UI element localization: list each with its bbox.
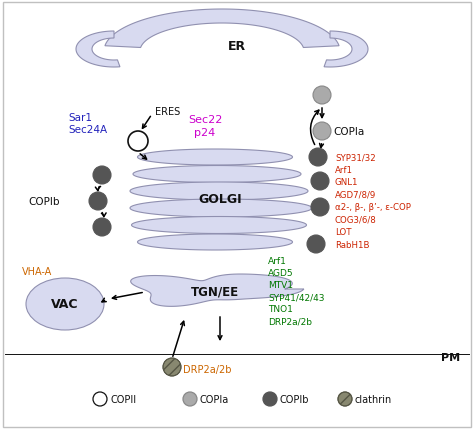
Circle shape bbox=[163, 358, 181, 376]
Circle shape bbox=[263, 392, 277, 406]
Text: COPII: COPII bbox=[110, 394, 136, 404]
Polygon shape bbox=[131, 217, 307, 234]
Text: SYP41/42/43: SYP41/42/43 bbox=[268, 293, 325, 302]
Circle shape bbox=[89, 193, 107, 211]
Polygon shape bbox=[131, 274, 304, 307]
Text: TNO1: TNO1 bbox=[268, 305, 293, 314]
Circle shape bbox=[93, 166, 111, 184]
Circle shape bbox=[311, 199, 329, 216]
Text: GOLGI: GOLGI bbox=[198, 193, 242, 206]
Circle shape bbox=[307, 236, 325, 253]
Circle shape bbox=[93, 392, 107, 406]
Text: RabH1B: RabH1B bbox=[335, 240, 370, 249]
Polygon shape bbox=[105, 10, 339, 49]
Circle shape bbox=[93, 218, 111, 236]
Ellipse shape bbox=[26, 278, 104, 330]
Circle shape bbox=[183, 392, 197, 406]
Text: Sar1: Sar1 bbox=[68, 113, 92, 123]
Circle shape bbox=[338, 392, 352, 406]
Text: Sec24A: Sec24A bbox=[68, 125, 107, 135]
Text: DRP2a/2b: DRP2a/2b bbox=[183, 364, 231, 374]
Text: MTV1: MTV1 bbox=[268, 281, 293, 290]
Polygon shape bbox=[130, 183, 308, 200]
Text: COPIb: COPIb bbox=[280, 394, 310, 404]
Text: VAC: VAC bbox=[51, 298, 79, 311]
Circle shape bbox=[311, 172, 329, 190]
Text: p24: p24 bbox=[194, 128, 216, 138]
Text: Arf1: Arf1 bbox=[268, 257, 287, 266]
Polygon shape bbox=[130, 200, 312, 218]
Text: PM: PM bbox=[441, 352, 460, 362]
Text: Sec22: Sec22 bbox=[188, 115, 222, 125]
Text: AGD7/8/9: AGD7/8/9 bbox=[335, 190, 376, 200]
Text: LOT: LOT bbox=[335, 228, 352, 237]
Text: Arf1: Arf1 bbox=[335, 166, 353, 175]
Text: TGN/EE: TGN/EE bbox=[191, 285, 239, 298]
Text: COPIa: COPIa bbox=[200, 394, 229, 404]
Text: clathrin: clathrin bbox=[355, 394, 392, 404]
Polygon shape bbox=[324, 32, 368, 68]
Polygon shape bbox=[133, 166, 301, 183]
Text: α2-, β-, β’-, ε-COP: α2-, β-, β’-, ε-COP bbox=[335, 203, 411, 212]
Text: VHA-A: VHA-A bbox=[22, 266, 52, 276]
Polygon shape bbox=[137, 150, 292, 166]
Text: GNL1: GNL1 bbox=[335, 178, 358, 187]
Text: COPIb: COPIb bbox=[28, 197, 60, 206]
Polygon shape bbox=[137, 234, 292, 250]
Text: DRP2a/2b: DRP2a/2b bbox=[268, 317, 312, 326]
Text: COPIa: COPIa bbox=[333, 127, 364, 137]
Circle shape bbox=[128, 132, 148, 152]
Text: SYP31/32: SYP31/32 bbox=[335, 153, 376, 162]
Circle shape bbox=[313, 123, 331, 141]
Text: AGD5: AGD5 bbox=[268, 269, 293, 278]
Circle shape bbox=[313, 87, 331, 105]
Circle shape bbox=[309, 149, 327, 166]
Text: ERES: ERES bbox=[155, 107, 180, 117]
Text: COG3/6/8: COG3/6/8 bbox=[335, 215, 377, 224]
Text: ER: ER bbox=[228, 40, 246, 53]
Polygon shape bbox=[76, 32, 120, 68]
